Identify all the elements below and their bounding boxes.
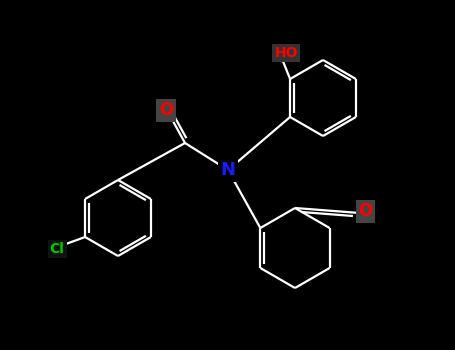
Text: HO: HO xyxy=(274,46,298,60)
Text: O: O xyxy=(159,101,173,119)
Text: Cl: Cl xyxy=(50,242,65,256)
Text: N: N xyxy=(221,161,236,179)
Text: O: O xyxy=(359,202,373,220)
